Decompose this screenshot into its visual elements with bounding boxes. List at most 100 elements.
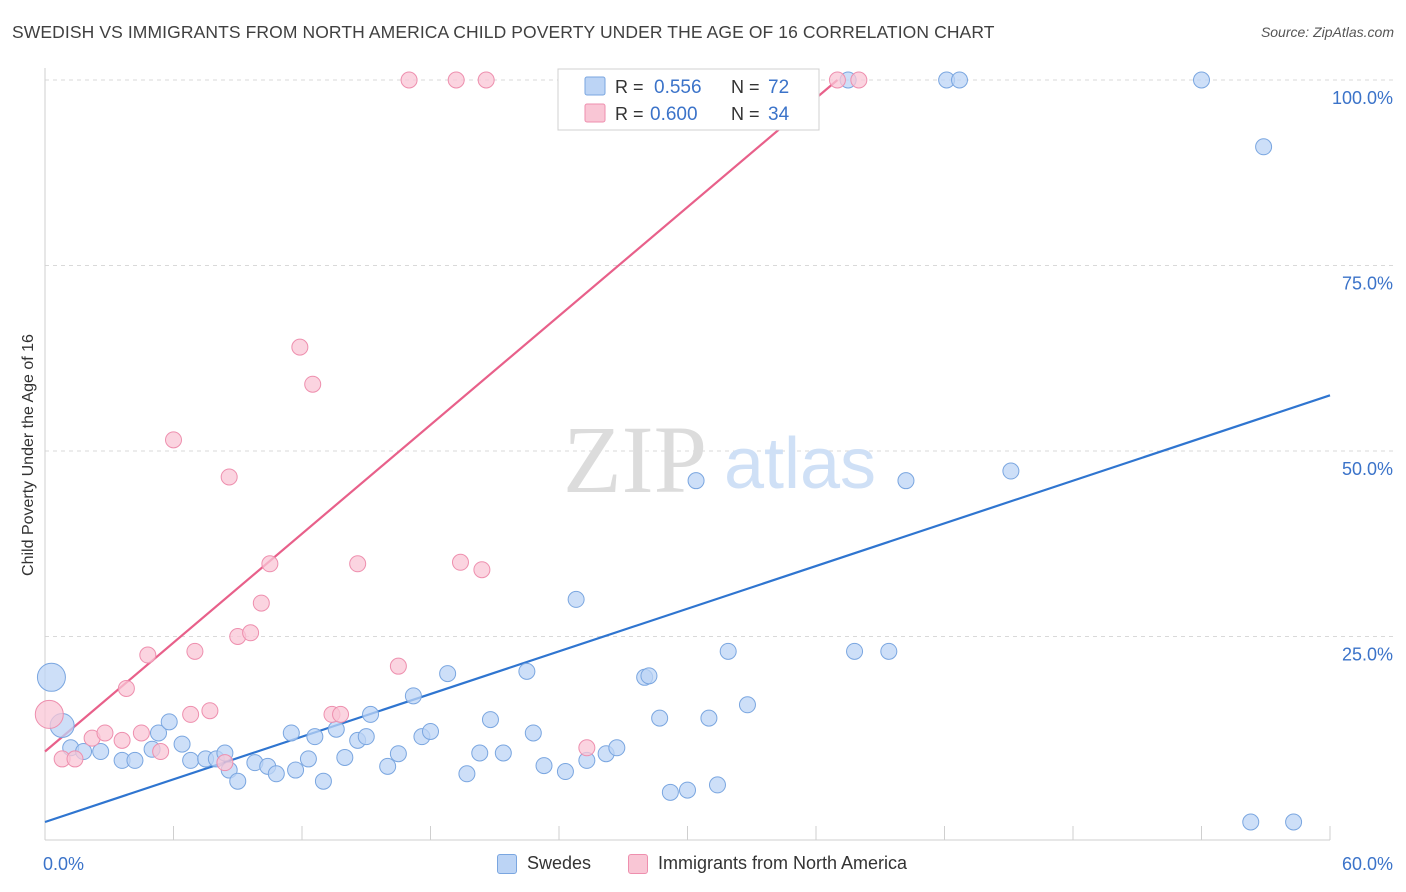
data-point-pink	[252, 594, 270, 612]
data-point-blue	[640, 667, 658, 685]
data-point-pink	[291, 338, 309, 356]
watermark-atlas: atlas	[724, 424, 876, 504]
legend-swatch-swedes-bottom	[497, 853, 517, 874]
legend-r-label-1: R =	[615, 77, 644, 97]
legend-n-value-1: 72	[768, 77, 789, 98]
data-point-blue	[92, 743, 110, 761]
legend-n-label-2: N =	[731, 104, 760, 124]
data-point-blue	[362, 705, 380, 723]
data-point-blue	[229, 772, 247, 790]
data-point-blue	[267, 765, 285, 783]
data-point-blue	[173, 735, 191, 753]
data-point-blue	[389, 745, 407, 763]
data-point-blue	[880, 642, 898, 660]
data-point-pink	[66, 750, 84, 768]
data-point-blue	[422, 722, 439, 740]
data-point-blue	[182, 751, 200, 769]
legend-top: R = 0.556 N = 72 R = 0.600 N = 34	[557, 68, 820, 131]
watermark-zip: ZIP	[563, 406, 707, 513]
data-point-blue	[556, 763, 574, 781]
data-point-blue	[846, 642, 864, 660]
y-axis-label: Child Poverty Under the Age of 16	[20, 334, 37, 576]
data-point-pink	[242, 624, 260, 642]
data-point-pink	[132, 724, 150, 742]
data-point-blue	[608, 739, 626, 757]
data-point-pink	[117, 679, 135, 697]
y-tick-label: 25.0%	[1342, 645, 1393, 665]
data-point-pink	[216, 754, 234, 772]
legend-swatch-immigrants-bottom	[628, 853, 648, 874]
legend-bottom: Swedes Immigrants from North America	[0, 853, 1406, 877]
data-point-blue	[150, 724, 168, 742]
data-point-blue	[481, 711, 499, 729]
legend-label-immigrants: Immigrants from North America	[658, 853, 908, 873]
data-point-pink	[349, 555, 367, 573]
legend-n-value-2: 34	[768, 104, 790, 125]
data-point-pink	[261, 555, 279, 573]
x-tick-label-max: 60.0%	[1342, 854, 1393, 874]
legend-swatch-swedes	[584, 76, 606, 96]
data-point-blue	[1255, 138, 1273, 156]
watermark: ZIP atlas	[563, 406, 876, 513]
data-point-blue	[524, 724, 542, 742]
legend-r-value-1: 0.556	[654, 77, 702, 98]
legend-r-value-2: 0.600	[650, 104, 698, 125]
x-tick-labels: 0.0% 60.0%	[43, 854, 1393, 874]
data-point-blue	[700, 709, 718, 727]
data-point-pink	[389, 657, 407, 675]
data-point-pink	[828, 71, 846, 89]
data-point-blue	[1193, 71, 1210, 89]
source-note: Source: ZipAtlas.com	[1260, 24, 1394, 40]
data-point-blue	[404, 687, 422, 705]
data-point-blue	[651, 709, 669, 727]
data-point-blue	[1285, 813, 1303, 831]
data-point-blue	[160, 713, 178, 731]
data-point-pink	[220, 468, 238, 486]
y-tick-label: 100.0%	[1332, 88, 1393, 108]
data-point-blue	[661, 783, 679, 801]
data-point-blue	[458, 765, 476, 783]
x-tick-label-min: 0.0%	[43, 854, 84, 874]
data-point-pink	[34, 699, 64, 729]
data-point-blue	[439, 665, 457, 683]
data-point-blue	[708, 776, 726, 794]
trend-lines	[44, 79, 1331, 824]
legend-n-label-1: N =	[731, 77, 760, 97]
data-point-pink	[182, 705, 200, 723]
data-point-blue	[357, 728, 375, 746]
data-point-pink	[850, 71, 868, 89]
y-tick-labels: 100.0% 75.0% 50.0% 25.0%	[1332, 88, 1393, 665]
data-point-pink	[400, 71, 418, 89]
data-point-blue	[535, 757, 553, 775]
data-point-pink	[451, 553, 469, 571]
data-point-blue	[282, 724, 300, 742]
data-point-blue	[379, 757, 397, 775]
grid	[45, 79, 1395, 637]
y-tick-label: 75.0%	[1342, 274, 1393, 294]
legend-label-swedes: Swedes	[527, 853, 592, 873]
data-point-blue	[126, 751, 144, 769]
chart-title: SWEDISH VS IMMIGRANTS FROM NORTH AMERICA…	[12, 22, 995, 42]
trend-line-pink	[44, 79, 839, 753]
data-point-blue	[687, 472, 705, 490]
data-point-blue	[738, 696, 756, 714]
data-point-blue	[494, 744, 512, 762]
data-point-pink	[477, 71, 495, 89]
legend-swatch-immigrants	[584, 103, 606, 123]
legend-item-immigrants: Immigrants from North America	[628, 853, 907, 874]
data-point-pink	[96, 724, 114, 742]
data-point-pink	[113, 731, 131, 749]
trend-line-blue	[44, 394, 1331, 824]
data-point-blue	[299, 750, 317, 768]
data-point-blue	[679, 781, 696, 799]
data-point-pink	[578, 739, 596, 757]
data-point-blue	[950, 71, 968, 89]
data-point-blue	[327, 720, 345, 738]
data-point-blue	[314, 772, 332, 790]
data-point-blue	[897, 472, 915, 490]
data-point-pink	[139, 646, 157, 664]
data-point-pink	[332, 705, 350, 723]
data-point-pink	[152, 743, 170, 761]
data-point-blue	[306, 728, 324, 746]
